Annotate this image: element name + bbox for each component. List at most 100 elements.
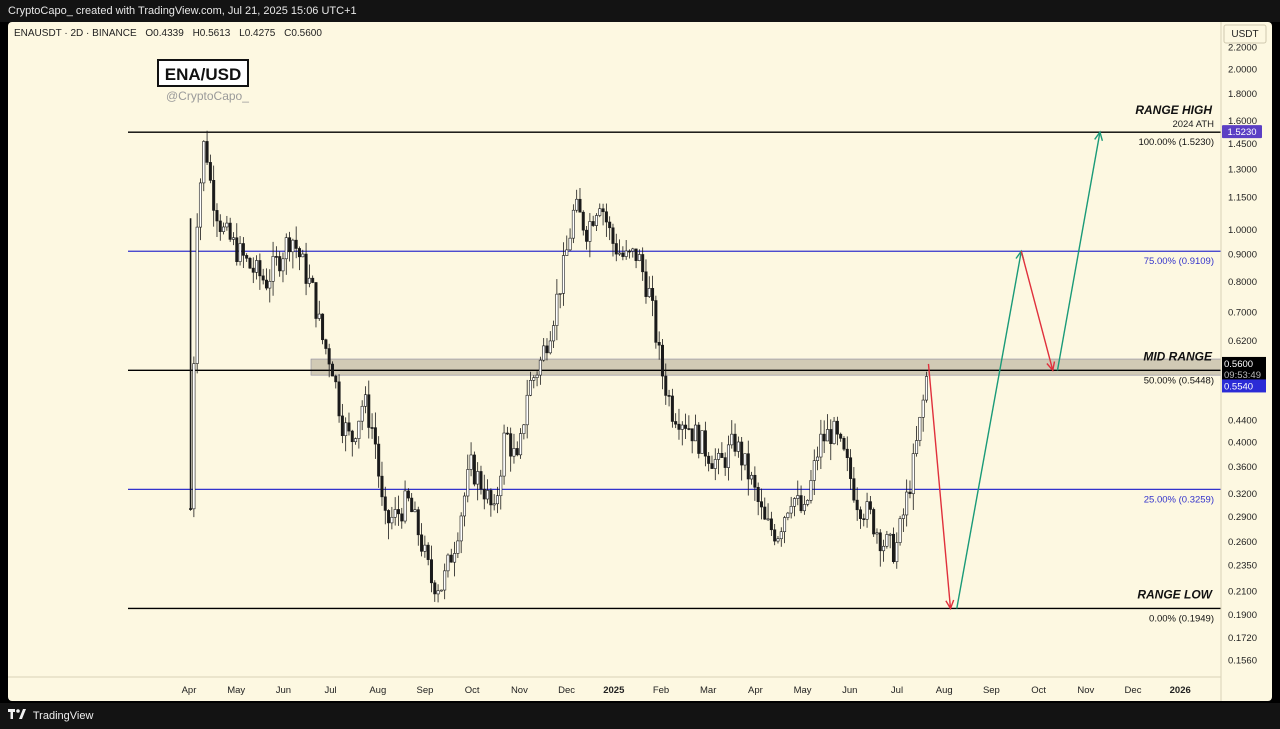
- candle-down: [294, 239, 298, 249]
- candle-down: [311, 277, 315, 283]
- projection-arrow-head: [1046, 361, 1056, 372]
- candle-up: [525, 394, 529, 426]
- candle-down: [377, 443, 381, 477]
- candle-up: [548, 340, 552, 354]
- candle-up: [898, 518, 902, 543]
- candle-down: [383, 496, 387, 511]
- candle-down: [482, 488, 486, 500]
- candle-up: [403, 490, 407, 522]
- candle-down: [822, 433, 826, 442]
- level-name: MID RANGE: [1143, 349, 1213, 363]
- x-tick-label: Oct: [465, 685, 480, 696]
- symbol-name: ENAUSDT · 2D · BINANCE: [14, 28, 137, 39]
- candle-up: [538, 359, 542, 376]
- y-tick-label: 1.8000: [1228, 89, 1257, 100]
- badge-title: ENA/USD: [165, 65, 242, 84]
- candle-up: [809, 480, 813, 501]
- x-tick-label: Sep: [983, 685, 1000, 696]
- candle-down: [763, 506, 767, 520]
- candle-up: [502, 432, 506, 477]
- candle-down: [641, 254, 645, 273]
- candle-down: [261, 275, 265, 281]
- candle-down: [829, 429, 833, 444]
- candle-down: [205, 141, 209, 163]
- candle-up: [512, 448, 516, 457]
- candle-down: [581, 211, 585, 231]
- candle-down: [862, 518, 866, 520]
- x-tick-label: Dec: [558, 685, 575, 696]
- symbol-line: ENAUSDT · 2D · BINANCE O0.4339 H0.5613 L…: [14, 28, 322, 39]
- candle-up: [571, 209, 575, 239]
- price-chart[interactable]: 2.2000 2.0000 1.8000 1.6000 1.4500 1.3000 1.15…: [8, 22, 1272, 701]
- candle-down: [608, 221, 612, 229]
- candle-down: [585, 229, 589, 242]
- x-tick-label: 2026: [1170, 685, 1191, 696]
- candle-down: [707, 455, 711, 464]
- y-tick-label: 0.8000: [1228, 277, 1257, 288]
- y-tick-label: 0.9000: [1228, 250, 1257, 261]
- y-tick-label: 1.1500: [1228, 193, 1257, 204]
- currency-box[interactable]: [1223, 24, 1267, 44]
- y-tick-label: 0.3600: [1228, 462, 1257, 473]
- y-tick-label: 2.0000: [1228, 65, 1257, 76]
- y-tick-label: 1.0000: [1228, 225, 1257, 236]
- caption-text: CryptoCapo_ created with TradingView.com…: [8, 5, 357, 17]
- y-tick-label: 1.4500: [1228, 139, 1257, 150]
- candle-up: [499, 475, 503, 497]
- candle-up: [354, 438, 358, 443]
- x-tick-label: Nov: [1077, 685, 1094, 696]
- candle-up: [783, 517, 787, 533]
- candle-down: [340, 415, 344, 436]
- candle-down: [416, 509, 420, 536]
- candle-down: [264, 279, 268, 289]
- candle-down: [878, 532, 882, 552]
- candle-up: [888, 533, 892, 536]
- candle-down: [208, 162, 212, 181]
- candle-down: [855, 499, 859, 511]
- candle-up: [528, 380, 532, 396]
- candle-up: [796, 495, 800, 499]
- x-tick-label: Feb: [653, 685, 669, 696]
- candle-down: [852, 478, 856, 501]
- candle-up: [647, 288, 651, 297]
- candle-up: [476, 471, 480, 485]
- x-tick-label: Aug: [369, 685, 386, 696]
- candle-up: [360, 405, 364, 422]
- x-tick-label: Jul: [891, 685, 903, 696]
- candle-down: [667, 395, 671, 397]
- candle-down: [753, 474, 757, 488]
- candle-up: [565, 249, 569, 256]
- candle-up: [911, 453, 915, 495]
- candle-up: [588, 221, 592, 242]
- candle-down: [891, 533, 895, 562]
- candle-down: [674, 421, 678, 425]
- candle-down: [321, 313, 325, 341]
- candle-down: [868, 501, 872, 510]
- candle-up: [291, 239, 295, 253]
- candle-down: [703, 430, 707, 457]
- candle-down: [723, 457, 727, 468]
- candle-up: [575, 198, 579, 211]
- candle-up: [779, 531, 783, 540]
- candle-up: [222, 226, 226, 232]
- last-price-box: [1222, 356, 1266, 381]
- candle-down: [472, 454, 476, 485]
- candle-down: [449, 554, 453, 563]
- y-tick-label: 0.6200: [1228, 336, 1257, 347]
- candle-up: [202, 141, 206, 184]
- candle-down: [215, 210, 219, 222]
- candle-down: [654, 300, 658, 343]
- candle-up: [462, 495, 466, 517]
- level-name: RANGE LOW: [1137, 587, 1213, 601]
- candle-down: [627, 250, 631, 253]
- chart-frame[interactable]: 2.2000 2.0000 1.8000 1.6000 1.4500 1.3000 1.15…: [8, 22, 1272, 701]
- candle-down: [373, 427, 377, 445]
- currency-label: USDT: [1231, 29, 1258, 40]
- candle-up: [882, 545, 886, 552]
- candle-down: [614, 243, 618, 255]
- candle-down: [380, 475, 384, 498]
- candle-down: [687, 428, 691, 430]
- y-tick-label: 1.6000: [1228, 116, 1257, 127]
- candle-down: [212, 180, 216, 211]
- candle-down: [387, 510, 391, 524]
